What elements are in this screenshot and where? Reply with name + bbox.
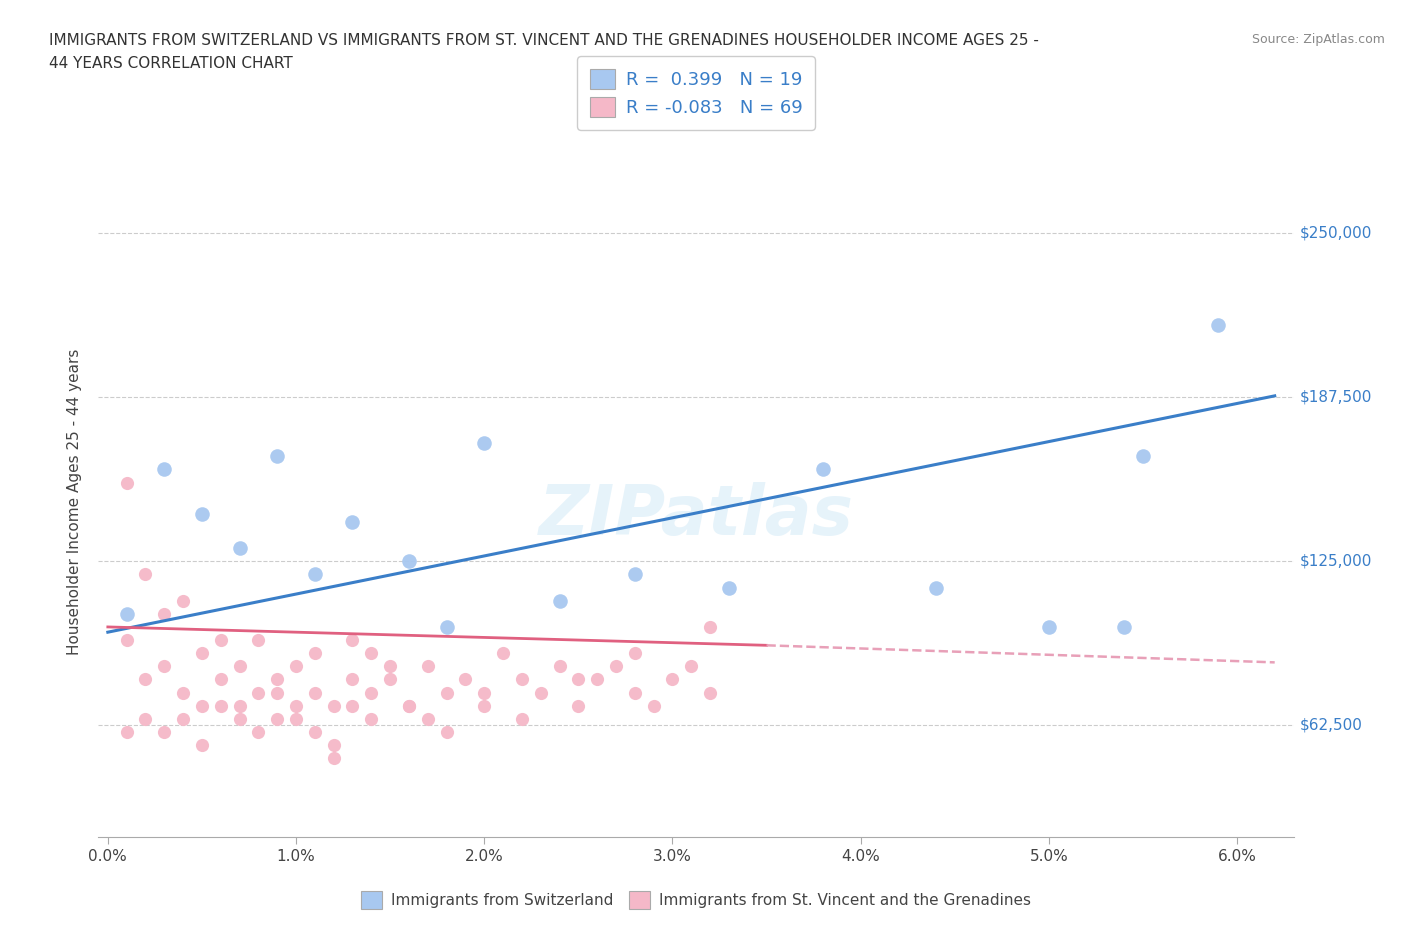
Point — [567, 672, 589, 687]
Point — [661, 672, 683, 687]
Point — [322, 751, 344, 765]
Point — [586, 672, 609, 687]
Point — [416, 711, 439, 726]
Point — [153, 462, 176, 477]
Point — [322, 698, 344, 713]
Point — [247, 724, 270, 739]
Point — [228, 698, 250, 713]
Point — [134, 567, 156, 582]
Point — [172, 711, 194, 726]
Point — [228, 711, 250, 726]
Point — [172, 593, 194, 608]
Point — [115, 606, 138, 621]
Point — [285, 658, 308, 673]
Y-axis label: Householder Income Ages 25 - 44 years: Householder Income Ages 25 - 44 years — [67, 349, 83, 656]
Point — [1114, 619, 1136, 634]
Point — [191, 698, 214, 713]
Point — [134, 672, 156, 687]
Point — [378, 672, 401, 687]
Point — [247, 685, 270, 700]
Point — [436, 619, 458, 634]
Point — [134, 711, 156, 726]
Point — [699, 685, 721, 700]
Point — [342, 698, 364, 713]
Point — [191, 737, 214, 752]
Point — [567, 698, 589, 713]
Point — [304, 724, 326, 739]
Point — [436, 685, 458, 700]
Point — [492, 645, 515, 660]
Text: $250,000: $250,000 — [1299, 226, 1372, 241]
Point — [510, 711, 533, 726]
Text: 44 YEARS CORRELATION CHART: 44 YEARS CORRELATION CHART — [49, 56, 292, 71]
Point — [153, 658, 176, 673]
Point — [172, 685, 194, 700]
Point — [228, 658, 250, 673]
Text: Source: ZipAtlas.com: Source: ZipAtlas.com — [1251, 33, 1385, 46]
Point — [623, 645, 645, 660]
Point — [153, 724, 176, 739]
Point — [266, 711, 288, 726]
Point — [1132, 449, 1154, 464]
Point — [623, 685, 645, 700]
Text: $187,500: $187,500 — [1299, 390, 1372, 405]
Point — [115, 475, 138, 490]
Point — [605, 658, 627, 673]
Point — [342, 514, 364, 529]
Point — [247, 632, 270, 647]
Point — [304, 567, 326, 582]
Point — [472, 698, 495, 713]
Point — [472, 685, 495, 700]
Point — [228, 540, 250, 555]
Point — [209, 632, 232, 647]
Point — [153, 606, 176, 621]
Point — [1206, 317, 1229, 332]
Point — [266, 672, 288, 687]
Point — [378, 658, 401, 673]
Point — [398, 554, 420, 569]
Text: $125,000: $125,000 — [1299, 553, 1372, 569]
Text: IMMIGRANTS FROM SWITZERLAND VS IMMIGRANTS FROM ST. VINCENT AND THE GRENADINES HO: IMMIGRANTS FROM SWITZERLAND VS IMMIGRANT… — [49, 33, 1039, 47]
Point — [322, 737, 344, 752]
Point — [1038, 619, 1060, 634]
Point — [530, 685, 553, 700]
Point — [115, 632, 138, 647]
Point — [304, 685, 326, 700]
Point — [454, 672, 477, 687]
Point — [209, 698, 232, 713]
Point — [472, 435, 495, 450]
Point — [342, 672, 364, 687]
Point — [360, 685, 382, 700]
Point — [266, 685, 288, 700]
Point — [548, 658, 571, 673]
Point — [360, 645, 382, 660]
Point — [510, 672, 533, 687]
Point — [398, 698, 420, 713]
Point — [285, 698, 308, 713]
Point — [436, 724, 458, 739]
Point — [623, 567, 645, 582]
Point — [681, 658, 703, 673]
Point — [342, 632, 364, 647]
Point — [191, 507, 214, 522]
Point — [266, 449, 288, 464]
Point — [398, 698, 420, 713]
Point — [643, 698, 665, 713]
Text: ZIPatlas: ZIPatlas — [538, 482, 853, 549]
Point — [209, 672, 232, 687]
Point — [925, 580, 948, 595]
Point — [191, 645, 214, 660]
Point — [304, 645, 326, 660]
Point — [360, 711, 382, 726]
Point — [115, 724, 138, 739]
Point — [699, 619, 721, 634]
Point — [416, 658, 439, 673]
Point — [548, 593, 571, 608]
Point — [717, 580, 740, 595]
Legend: Immigrants from Switzerland, Immigrants from St. Vincent and the Grenadines: Immigrants from Switzerland, Immigrants … — [353, 884, 1039, 916]
Text: $62,500: $62,500 — [1299, 718, 1362, 733]
Point — [811, 462, 834, 477]
Point — [285, 711, 308, 726]
